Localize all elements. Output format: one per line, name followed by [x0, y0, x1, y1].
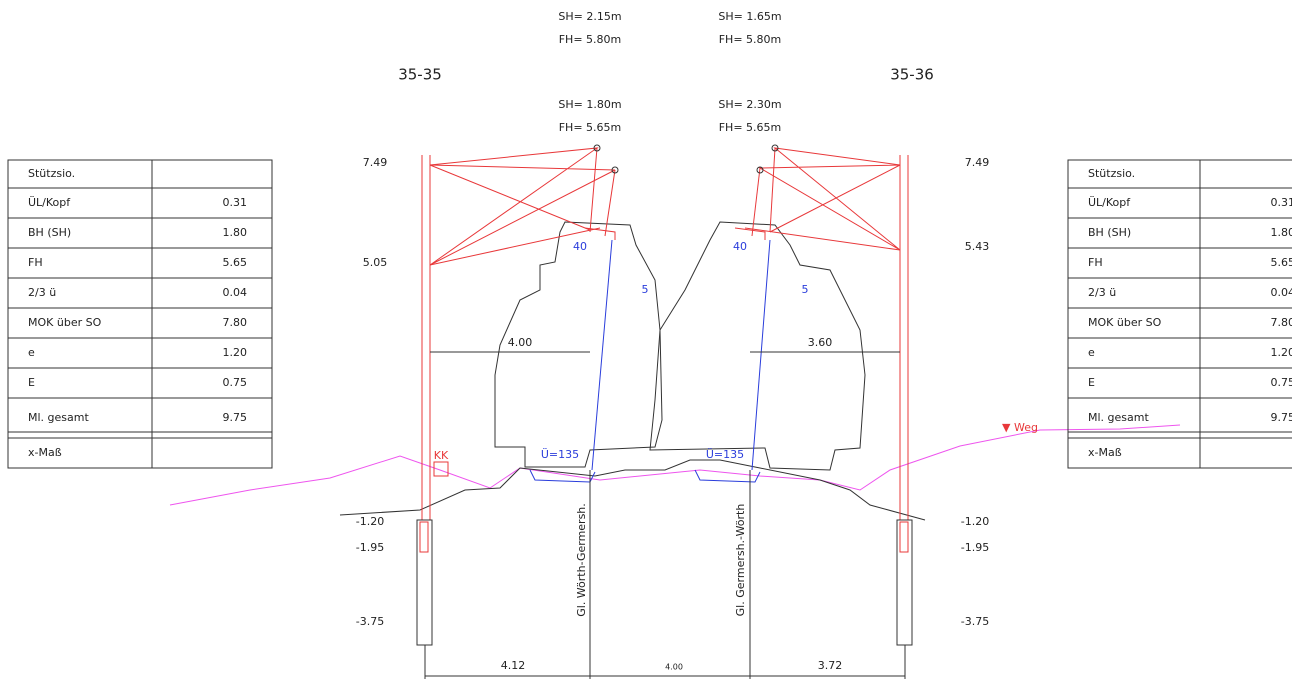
- masts: [897, 520, 912, 645]
- level: -1.20: [356, 515, 384, 528]
- annotation: KK: [434, 449, 449, 462]
- table-value: 0.04: [1271, 286, 1292, 299]
- cantilever: [605, 170, 615, 236]
- wire-heights: FH= 5.65m: [719, 121, 782, 134]
- table-label: e: [28, 346, 35, 359]
- level: 7.49: [965, 156, 990, 169]
- masts: [420, 522, 428, 552]
- table-value: 0.75: [1271, 376, 1292, 389]
- table-value: 0.75: [223, 376, 248, 389]
- annotation: KK ▼ Weg Ü=135 Ü=135 40 40 5 5 Gl. Wörth…: [434, 240, 1038, 617]
- cantilever: [430, 145, 900, 265]
- level: -3.75: [961, 615, 989, 628]
- masts: [417, 155, 912, 645]
- annotation: ▼ Weg: [1002, 421, 1038, 434]
- cantilever: [752, 168, 760, 236]
- level: 7.49 5.05 -1.20 -1.95 -3.75 7.49 5.43 -1…: [356, 156, 989, 628]
- table-label: Ml. gesamt: [1088, 411, 1149, 424]
- table-value: 7.80: [1271, 316, 1292, 329]
- table-value: 1.20: [223, 346, 248, 359]
- wire-heights: FH= 5.80m: [719, 33, 782, 46]
- table-value: 0.31: [1271, 196, 1292, 209]
- dimension: 4.12: [501, 659, 526, 672]
- table-value: 1.20: [1271, 346, 1292, 359]
- ground-line: [340, 460, 925, 520]
- table-label: Stützsio.: [28, 167, 75, 180]
- table-label: FH: [1088, 256, 1103, 269]
- wire-heights: SH= 2.30m: [718, 98, 781, 111]
- annotation: 40: [733, 240, 747, 253]
- table-label: FH: [28, 256, 43, 269]
- table-label: Ml. gesamt: [28, 411, 89, 424]
- dimension: 3.60: [808, 336, 833, 349]
- level: -3.75: [356, 615, 384, 628]
- track-axis: [592, 240, 612, 470]
- table-label: Stützsio.: [1088, 167, 1135, 180]
- table-label: x-Maß: [1088, 446, 1122, 459]
- dimension: 3.72: [818, 659, 843, 672]
- table-label: E: [1088, 376, 1095, 389]
- table-value: 0.04: [223, 286, 248, 299]
- masts: [900, 522, 908, 552]
- level: -1.20: [961, 515, 989, 528]
- wire-heights: FH= 5.80m: [559, 33, 622, 46]
- tables: Stützsio. ÜL/Kopf 0.31 BH (SH) 1.80 FH 5.65 2/3…: [8, 160, 1292, 468]
- level: -1.95: [356, 541, 384, 554]
- table-label: MOK über SO: [1088, 316, 1162, 329]
- table-value: 5.65: [1271, 256, 1292, 269]
- table-value: 1.80: [223, 226, 248, 239]
- cantilever: [590, 148, 597, 232]
- section-label: 35-36: [890, 66, 934, 84]
- track-axis: [530, 470, 595, 482]
- cantilever: [760, 148, 900, 250]
- table-label: e: [1088, 346, 1095, 359]
- track-axis: [752, 240, 770, 470]
- level: 5.05: [363, 256, 388, 269]
- table-label: BH (SH): [1088, 226, 1131, 239]
- annotation: Ü=135: [541, 448, 579, 461]
- table-label: ÜL/Kopf: [1088, 196, 1131, 209]
- vehicle-profile: [650, 222, 865, 470]
- table-label: 2/3 ü: [28, 286, 56, 299]
- annotation: Gl. Wörth-Germersh.: [575, 503, 588, 617]
- wire-heights: SH= 2.15m FH= 5.80m SH= 1.65m FH= 5.80m …: [558, 10, 781, 134]
- dimension: 4.00: [508, 336, 533, 349]
- wire-heights: SH= 1.80m: [558, 98, 621, 111]
- table-label: BH (SH): [28, 226, 71, 239]
- table-value: 0.31: [223, 196, 248, 209]
- table-value: 7.80: [223, 316, 248, 329]
- annotation: 5: [642, 283, 649, 296]
- table-value: 9.75: [223, 411, 248, 424]
- level: 5.43: [965, 240, 990, 253]
- table-label: E: [28, 376, 35, 389]
- wire-heights: FH= 5.65m: [559, 121, 622, 134]
- ground-line: [170, 425, 1180, 520]
- wire-heights: SH= 2.15m: [558, 10, 621, 23]
- annotation: Ü=135: [706, 448, 744, 461]
- ground-line: [170, 425, 1180, 505]
- section-label: 35-35: [398, 66, 442, 84]
- level: 7.49: [363, 156, 388, 169]
- dimension: 4.00: [665, 663, 683, 672]
- annotation: Gl. Germersh.-Wörth: [734, 504, 747, 617]
- data-table: Stützsio. ÜL/Kopf 0.31 BH (SH) 1.80 FH 5.65 2/3…: [8, 160, 272, 468]
- cantilever: [770, 148, 775, 232]
- dimension-lines: [425, 352, 905, 679]
- table-label: x-Maß: [28, 446, 62, 459]
- drawing: SH= 2.15m FH= 5.80m SH= 1.65m FH= 5.80m …: [0, 0, 1292, 679]
- table-value: 5.65: [223, 256, 248, 269]
- wire-heights: SH= 1.65m: [718, 10, 781, 23]
- dimension: 4.00 3.60 4.12 4.00 3.72: [501, 336, 843, 672]
- data-table: Stützsio. ÜL/Kopf 0.31 BH (SH) 1.80 FH 5.65 2/3…: [1068, 160, 1292, 468]
- table-value: 1.80: [1271, 226, 1292, 239]
- table-value: 9.75: [1271, 411, 1292, 424]
- level: -1.95: [961, 541, 989, 554]
- cantilever: [430, 148, 615, 265]
- masts: [417, 520, 432, 645]
- table-label: ÜL/Kopf: [28, 196, 71, 209]
- annotation: 40: [573, 240, 587, 253]
- annotation: 5: [802, 283, 809, 296]
- table-label: 2/3 ü: [1088, 286, 1116, 299]
- table-label: MOK über SO: [28, 316, 102, 329]
